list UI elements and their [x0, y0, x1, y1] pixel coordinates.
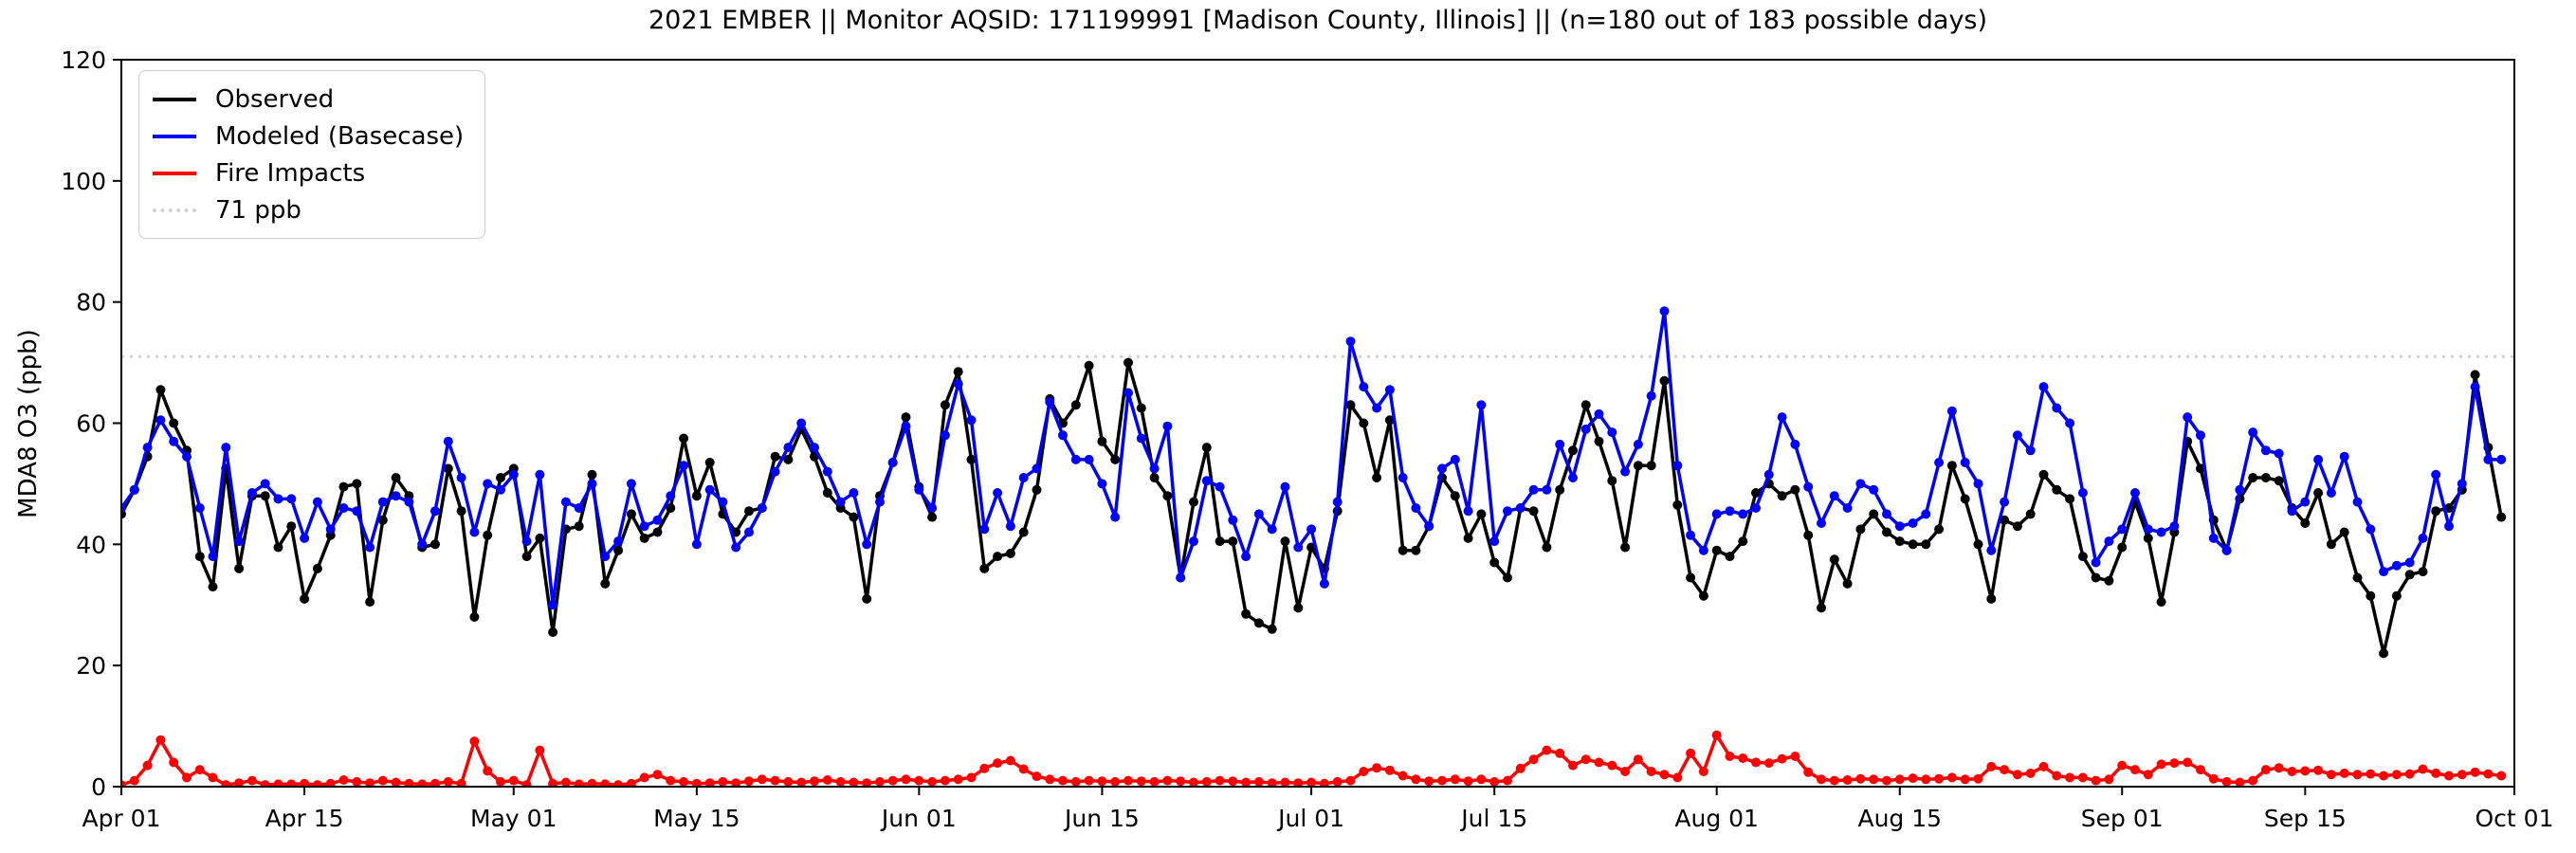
modeled-line-icon [153, 134, 196, 138]
legend-label: Observed [215, 84, 335, 114]
legend-item-fire: Fire Impacts [153, 154, 464, 191]
y-axis-label: MDA8 O3 (ppb) [14, 329, 43, 518]
legend-item-threshold: 71 ppb [153, 191, 464, 228]
y-tick-label: 60 [76, 410, 106, 438]
series-markers-2 [121, 730, 2507, 787]
y-tick-label: 0 [91, 773, 106, 801]
x-tick-label: Apr 15 [265, 805, 344, 832]
dotted-line-icon [153, 208, 196, 212]
x-tick-label: Jul 01 [1276, 805, 1344, 832]
x-tick-label: Oct 01 [2476, 805, 2554, 832]
legend-label: Modeled (Basecase) [215, 121, 465, 151]
x-tick-label: Sep 01 [2081, 805, 2164, 832]
y-axis-ticks: 0 20 40 60 80 100 120 [61, 46, 121, 801]
series-line-0 [121, 360, 2503, 656]
x-tick-label: Jun 01 [880, 805, 957, 832]
legend-label: Fire Impacts [215, 158, 366, 188]
x-tick-label: Jul 15 [1459, 805, 1527, 832]
x-tick-label: Apr 01 [82, 805, 160, 832]
chart-title: 2021 EMBER || Monitor AQSID: 171199991 [… [648, 6, 1988, 35]
legend-item-modeled: Modeled (Basecase) [153, 118, 464, 154]
x-tick-label: Aug 15 [1857, 805, 1942, 832]
y-tick-label: 120 [61, 46, 106, 74]
x-tick-label: Sep 15 [2264, 805, 2347, 832]
y-tick-label: 20 [76, 652, 106, 680]
x-tick-label: May 01 [470, 805, 557, 832]
series-group [121, 306, 2507, 787]
x-tick-label: Aug 01 [1674, 805, 1759, 832]
legend-item-observed: Observed [153, 81, 464, 118]
series-markers-0 [121, 357, 2507, 659]
x-tick-label: May 15 [653, 805, 740, 832]
series-markers-1 [121, 306, 2507, 610]
observed-line-icon [153, 97, 196, 101]
x-tick-label: Jun 15 [1063, 805, 1140, 832]
x-axis-ticks: Apr 01 Apr 15 May 01 May 15 Jun 01 Jun 15 Jul … [82, 787, 2553, 832]
y-tick-label: 80 [76, 289, 106, 317]
legend: Observed Modeled (Basecase) Fire Impacts… [138, 70, 486, 239]
fire-line-icon [153, 171, 196, 175]
y-tick-label: 100 [61, 168, 106, 195]
y-tick-label: 40 [76, 531, 106, 558]
legend-label: 71 ppb [215, 195, 301, 225]
